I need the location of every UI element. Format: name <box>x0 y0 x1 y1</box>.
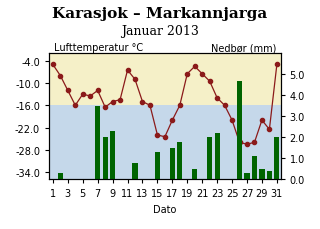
Bar <box>274 138 279 180</box>
Bar <box>237 81 242 180</box>
Text: Karasjok – Markannjarga: Karasjok – Markannjarga <box>52 7 268 21</box>
Bar <box>58 173 63 180</box>
Bar <box>244 173 250 180</box>
Bar <box>252 157 257 180</box>
X-axis label: Dato: Dato <box>153 204 177 214</box>
Bar <box>155 153 160 180</box>
Bar <box>170 148 175 180</box>
Bar <box>267 171 272 180</box>
Bar <box>259 169 265 180</box>
Text: Lufttemperatur °C: Lufttemperatur °C <box>54 43 143 53</box>
Text: Januar 2013: Januar 2013 <box>121 25 199 38</box>
Bar <box>102 138 108 180</box>
Bar <box>192 169 197 180</box>
Bar <box>49 54 281 106</box>
Bar <box>214 134 220 180</box>
Bar <box>207 138 212 180</box>
Bar <box>177 142 182 180</box>
Text: Nedbør (mm): Nedbør (mm) <box>211 43 276 53</box>
Bar <box>132 163 138 180</box>
Bar <box>49 106 281 180</box>
Bar <box>110 131 115 180</box>
Bar <box>95 106 100 180</box>
